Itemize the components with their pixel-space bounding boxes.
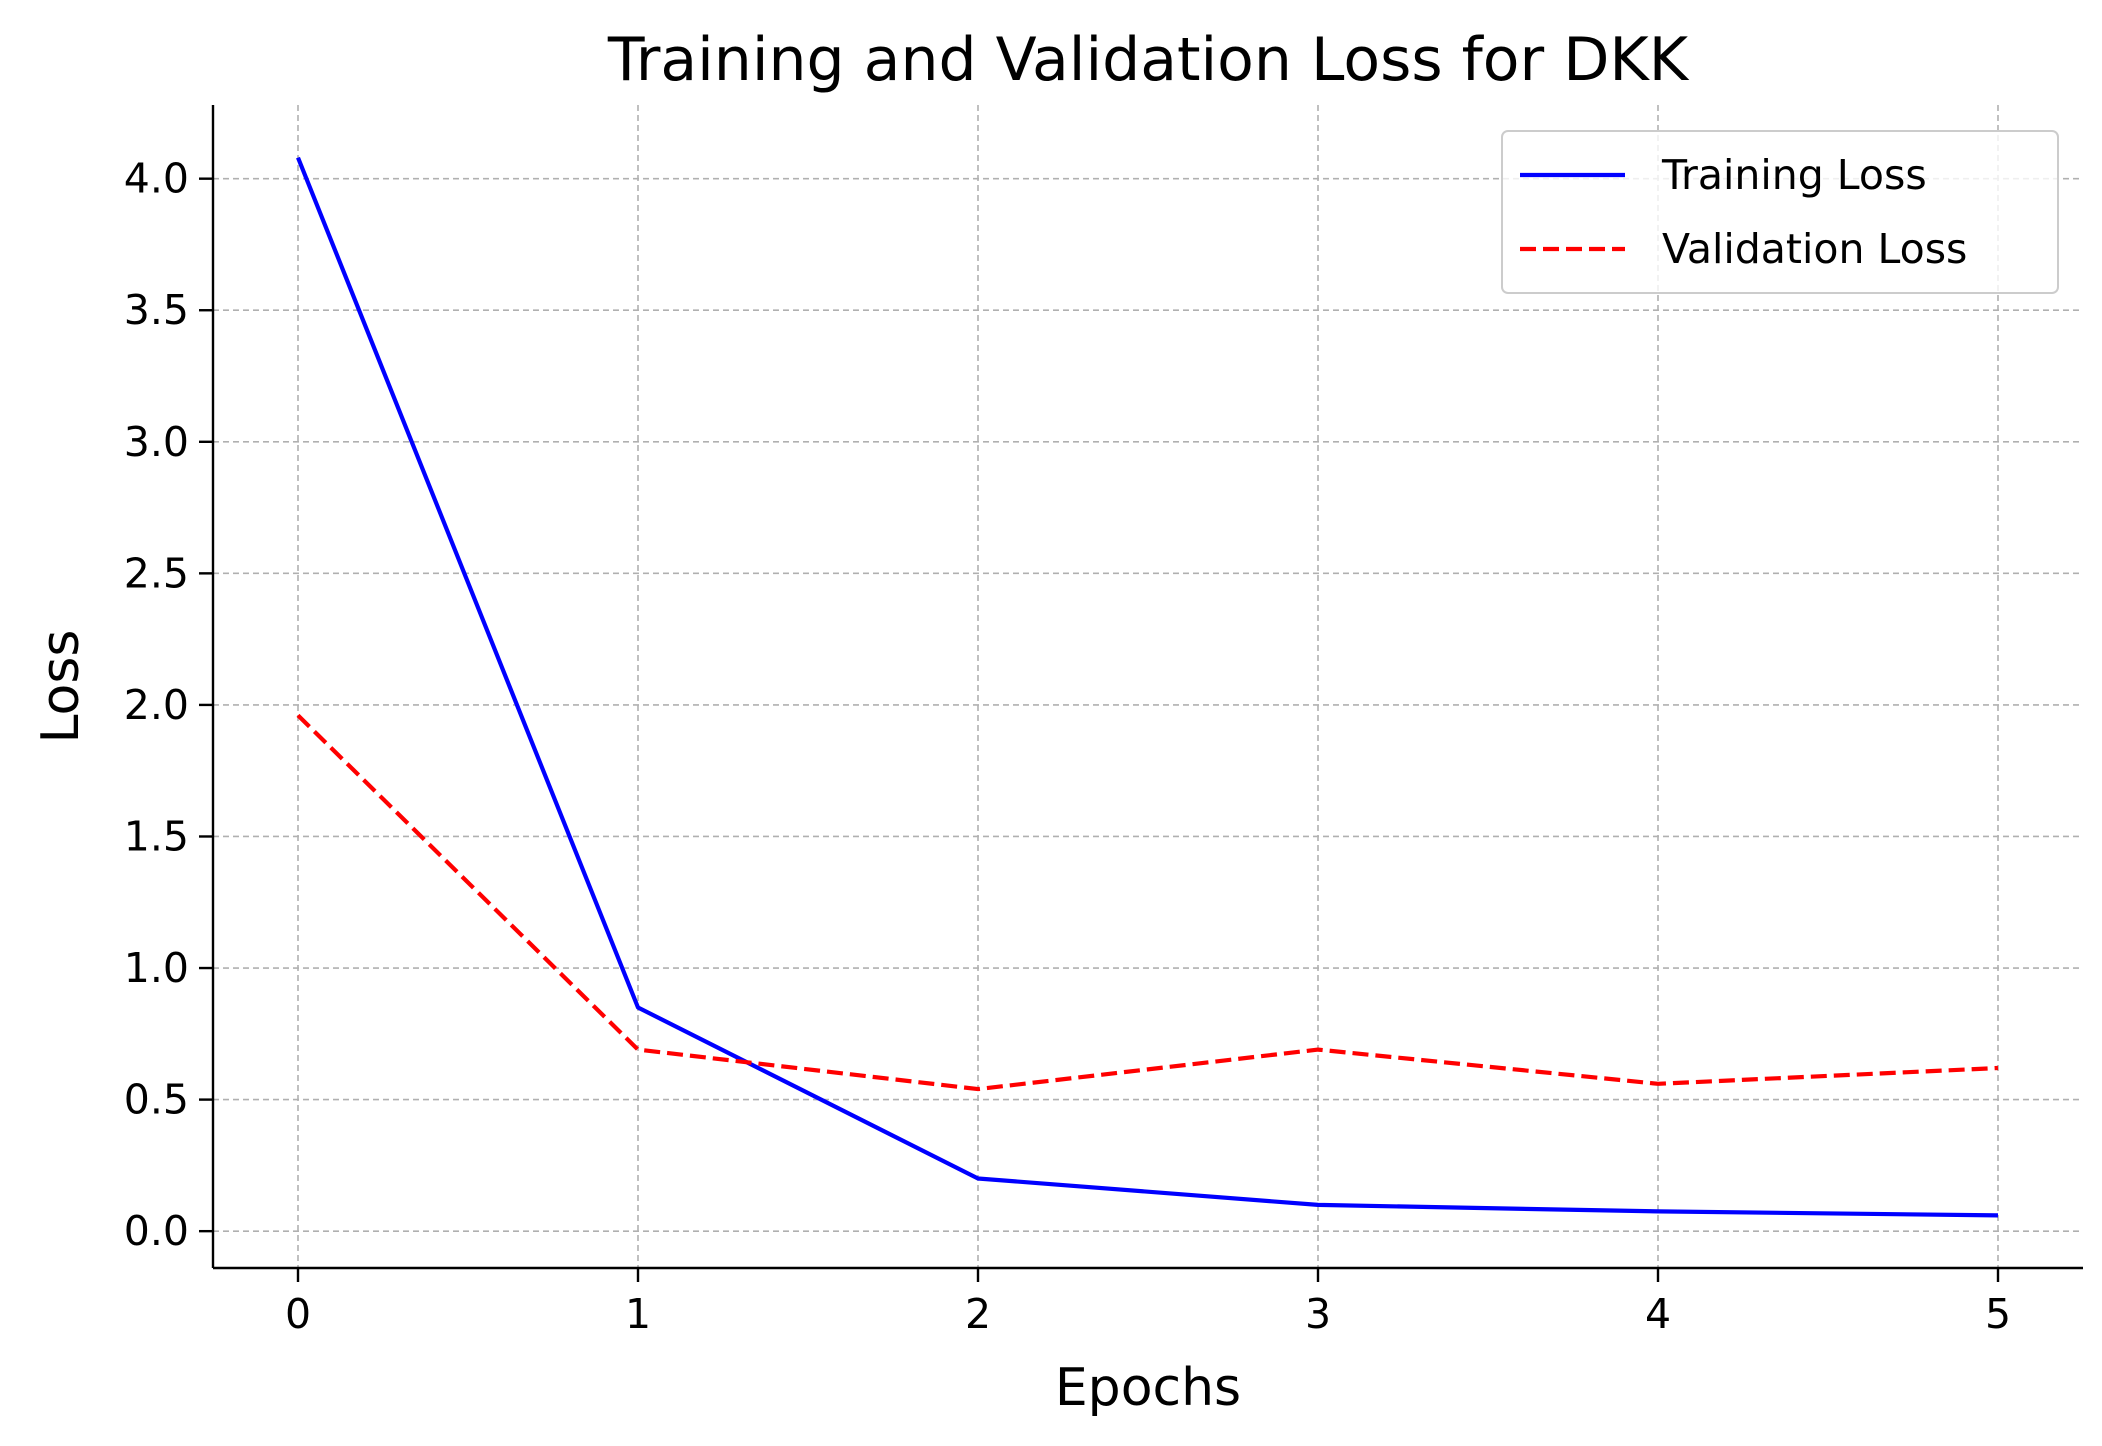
y-tick-label-2.0: 2.0 (124, 681, 189, 729)
legend-box (1501, 130, 2059, 294)
y-tick-label-1.5: 1.5 (124, 812, 189, 860)
x-tick-label-4: 4 (1645, 1290, 1671, 1338)
y-tick-label-3.0: 3.0 (124, 418, 189, 466)
y-tick-label-1.0: 1.0 (124, 944, 189, 992)
chart-title: Training and Validation Loss for DKK (607, 25, 1690, 95)
series-line-training-loss (296, 156, 1999, 1218)
y-tick-label-3.5: 3.5 (124, 286, 189, 334)
legend-label-validation-loss: Validation Loss (1662, 225, 1967, 273)
y-tick-label-0.0: 0.0 (124, 1207, 189, 1255)
x-tick-label-1: 1 (625, 1290, 651, 1338)
x-axis-title: Epochs (1055, 1358, 1241, 1418)
legend: Training Loss Validation Loss (1501, 130, 2059, 294)
grid (213, 105, 2083, 1268)
x-tick-label-2: 2 (965, 1290, 991, 1338)
legend-label-training-loss: Training Loss (1661, 151, 1927, 199)
ticks: 0 1 2 3 4 5 0.0 0.5 1.0 1.5 2.0 2.5 3.0 3.5 4.0 (124, 155, 2011, 1338)
y-tick-label-2.5: 2.5 (124, 549, 189, 597)
x-tick-label-3: 3 (1305, 1290, 1331, 1338)
series-line-validation-loss (296, 713, 1999, 1092)
x-tick-label-5: 5 (1985, 1290, 2011, 1338)
y-tick-label-4.0: 4.0 (124, 155, 189, 203)
x-tick-label-0: 0 (285, 1290, 311, 1338)
y-tick-label-0.5: 0.5 (124, 1076, 189, 1124)
series-lines (296, 156, 1999, 1218)
axes (211, 105, 2083, 1270)
y-axis-title: Loss (31, 629, 91, 743)
